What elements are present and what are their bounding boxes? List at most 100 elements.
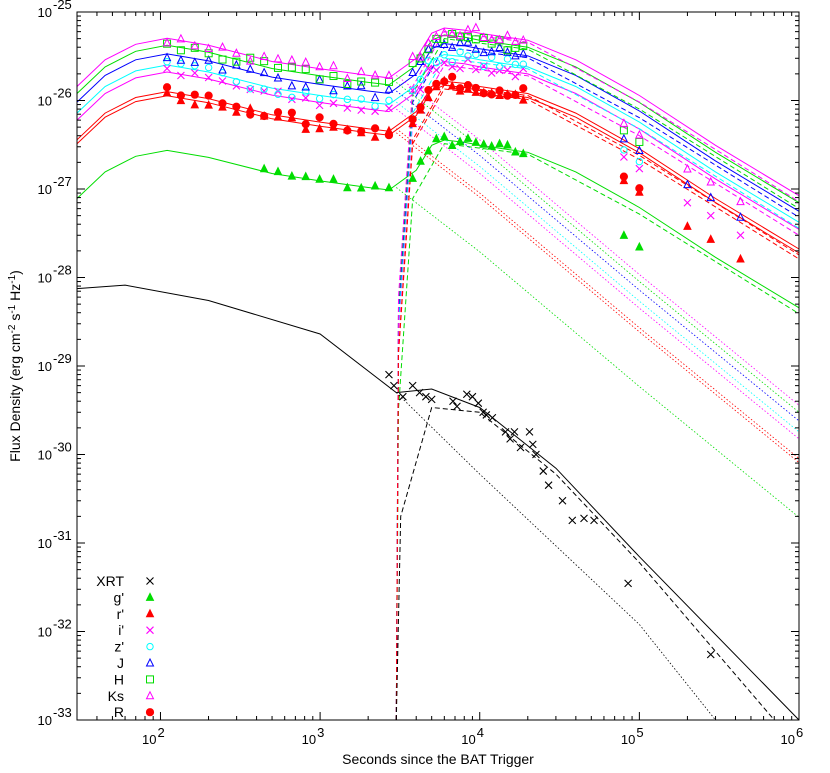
data-point-5-10 — [287, 80, 297, 90]
data-point-1-21 — [432, 133, 441, 143]
data-point-4-24 — [456, 48, 464, 56]
x-tick-exponent: 6 — [796, 725, 803, 740]
xrt-point-6 — [427, 395, 436, 404]
data-point-6-26 — [471, 35, 480, 44]
data-point-8-30 — [503, 91, 512, 100]
data-point-4-27 — [480, 62, 488, 71]
late-point-3-0 — [620, 153, 628, 161]
data-point-8-13 — [329, 119, 338, 128]
data-point-7-17 — [384, 70, 394, 79]
data-point-8-19 — [416, 103, 425, 112]
legend-marker — [145, 592, 155, 601]
late-point-4-1 — [635, 157, 644, 166]
model-curve-7 — [76, 27, 800, 197]
data-point-2-6 — [232, 107, 241, 116]
data-point-3-2 — [177, 71, 185, 80]
data-point-1-28 — [487, 141, 496, 150]
data-point-5-30 — [503, 47, 512, 56]
data-point-5-29 — [495, 42, 504, 52]
data-point-5-25 — [463, 37, 473, 46]
late-point-2-2 — [683, 221, 692, 230]
data-point-5-14 — [343, 80, 352, 90]
model-decay-7 — [396, 75, 800, 406]
data-point-8-8 — [260, 111, 269, 121]
data-point-7-19 — [416, 51, 425, 61]
legend-label: g' — [114, 589, 124, 605]
data-point-5-8 — [259, 67, 269, 77]
late-point-5-0 — [619, 133, 629, 143]
data-point-1-14 — [343, 182, 352, 192]
data-point-5-19 — [416, 56, 425, 66]
data-point-5-17 — [384, 84, 394, 93]
data-point-5-28 — [487, 46, 496, 56]
y-tick-label: 10 — [38, 713, 52, 728]
model-component-2 — [395, 88, 800, 721]
late-point-1-1 — [635, 241, 644, 251]
data-point-8-21 — [432, 79, 441, 89]
data-point-6-24 — [456, 32, 465, 41]
data-point-1-22 — [439, 131, 449, 141]
late-point-2-3 — [706, 234, 716, 243]
data-point-6-16 — [371, 78, 380, 87]
data-point-4-6 — [232, 78, 241, 86]
data-point-4-7 — [246, 84, 254, 93]
data-point-8-26 — [471, 83, 480, 93]
data-point-7-26 — [471, 22, 481, 32]
data-point-5-26 — [471, 44, 481, 53]
y-tick-exponent: -31 — [53, 528, 72, 543]
data-point-7-9 — [273, 53, 283, 63]
data-point-2-23 — [447, 80, 457, 90]
data-point-6-14 — [343, 80, 352, 89]
data-point-8-23 — [448, 72, 457, 81]
data-point-1-20 — [424, 145, 433, 155]
model-decay-4 — [396, 101, 800, 433]
data-point-4-23 — [448, 57, 456, 66]
data-point-5-20 — [424, 43, 433, 53]
xrt-point-7 — [449, 397, 457, 406]
model-decay-6 — [396, 82, 800, 413]
data-point-6-25 — [463, 33, 472, 42]
legend-label: Ks — [108, 688, 124, 704]
data-point-3-1 — [163, 64, 171, 73]
data-point-7-28 — [487, 34, 496, 43]
late-point-5-1 — [635, 145, 644, 155]
data-point-5-4 — [204, 55, 213, 64]
xrt-point-4 — [415, 388, 424, 397]
data-point-8-27 — [479, 89, 488, 98]
data-point-8-25 — [463, 81, 473, 90]
data-point-2-12 — [315, 123, 324, 133]
data-point-3-26 — [471, 65, 480, 74]
model-decay-1 — [396, 187, 800, 518]
x-tick-exponent: 5 — [636, 725, 643, 740]
data-point-3-3 — [190, 69, 199, 77]
data-point-4-10 — [288, 93, 296, 102]
x-tick-label: 10 — [142, 732, 156, 747]
y-tick-exponent: -33 — [53, 705, 72, 720]
data-point-4-29 — [495, 62, 504, 71]
data-point-7-20 — [424, 37, 433, 47]
data-point-6-19 — [416, 54, 425, 63]
data-point-5-1 — [162, 52, 172, 62]
y-tick-label: 10 — [38, 182, 52, 197]
data-point-7-22 — [439, 27, 449, 37]
data-point-4-11 — [302, 88, 310, 96]
data-point-7-31 — [511, 36, 520, 46]
data-point-6-13 — [329, 72, 338, 81]
data-point-7-30 — [503, 30, 512, 39]
x-tick-label: 10 — [781, 732, 795, 747]
legend-marker — [146, 626, 154, 635]
xrt-point-29 — [706, 650, 715, 659]
data-point-3-30 — [503, 66, 512, 74]
data-point-1-26 — [471, 137, 481, 146]
data-point-7-29 — [495, 34, 504, 44]
xrt-point-0 — [385, 370, 393, 379]
xrt-point-27 — [590, 516, 598, 525]
data-point-3-19 — [416, 85, 425, 94]
data-point-7-5 — [218, 41, 227, 51]
data-point-5-16 — [370, 92, 380, 102]
y-tick-exponent: -32 — [53, 617, 72, 632]
data-point-1-12 — [315, 174, 324, 183]
data-point-2-32 — [518, 95, 528, 104]
data-point-7-4 — [204, 43, 213, 53]
data-point-1-17 — [384, 182, 394, 192]
